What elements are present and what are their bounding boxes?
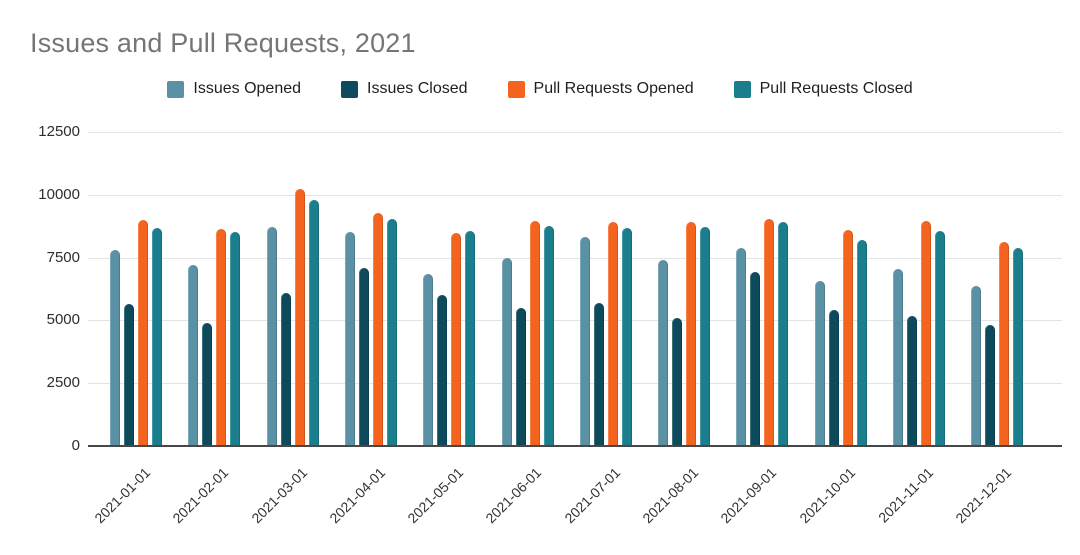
bar-issues-opened[interactable] <box>658 260 668 446</box>
bar-pull-requests-opened[interactable] <box>764 219 774 446</box>
legend-label: Pull Requests Closed <box>759 80 913 97</box>
gridline <box>88 258 1062 259</box>
bar-pull-requests-opened[interactable] <box>608 222 618 446</box>
bar-pull-requests-closed[interactable] <box>309 200 319 446</box>
bar-pull-requests-opened[interactable] <box>216 229 226 446</box>
bar-pull-requests-opened[interactable] <box>530 221 540 446</box>
bar-issues-opened[interactable] <box>580 237 590 446</box>
bar-pull-requests-opened[interactable] <box>295 189 305 446</box>
legend-swatch-icon <box>733 80 751 98</box>
x-axis-tick-label: 2021-06-01 <box>482 464 545 527</box>
bar-pull-requests-closed[interactable] <box>465 231 475 446</box>
chart-title: Issues and Pull Requests, 2021 <box>30 28 416 58</box>
legend-label: Issues Closed <box>367 80 468 97</box>
gridline <box>88 320 1062 321</box>
bar-pull-requests-closed[interactable] <box>778 222 788 446</box>
bar-issues-closed[interactable] <box>907 316 917 446</box>
x-axis-tick-label: 2021-05-01 <box>404 464 467 527</box>
bar-issues-closed[interactable] <box>202 323 212 446</box>
x-axis-tick-label: 2021-02-01 <box>169 464 232 527</box>
bar-pull-requests-opened[interactable] <box>373 213 383 446</box>
gridline <box>88 132 1062 133</box>
bar-issues-opened[interactable] <box>736 248 746 446</box>
bar-issues-closed[interactable] <box>672 318 682 446</box>
bar-issues-closed[interactable] <box>437 295 447 446</box>
y-axis-tick-label: 10000 <box>38 186 80 203</box>
bar-issues-closed[interactable] <box>516 308 526 446</box>
y-axis-tick-label: 12500 <box>38 123 80 140</box>
bar-pull-requests-closed[interactable] <box>622 228 632 446</box>
x-axis-tick-label: 2021-09-01 <box>717 464 780 527</box>
x-axis-tick-label: 2021-03-01 <box>248 464 311 527</box>
y-axis-tick-label: 2500 <box>46 374 80 391</box>
bar-issues-closed[interactable] <box>750 272 760 446</box>
bar-issues-opened[interactable] <box>110 250 120 446</box>
legend-swatch-icon <box>507 80 525 98</box>
bar-issues-opened[interactable] <box>267 227 277 446</box>
bar-issues-opened[interactable] <box>971 286 981 446</box>
x-axis-tick-label: 2021-10-01 <box>796 464 859 527</box>
bar-issues-closed[interactable] <box>281 293 291 446</box>
bar-pull-requests-opened[interactable] <box>451 233 461 446</box>
x-axis-line <box>88 445 1062 447</box>
legend-item-1[interactable]: Issues Closed <box>341 80 468 98</box>
bar-pull-requests-opened[interactable] <box>686 222 696 446</box>
x-axis-tick-label: 2021-12-01 <box>952 464 1015 527</box>
x-axis-tick-label: 2021-07-01 <box>561 464 624 527</box>
x-axis-tick-label: 2021-08-01 <box>639 464 702 527</box>
y-axis-tick-label: 5000 <box>46 311 80 328</box>
legend-item-3[interactable]: Pull Requests Closed <box>733 80 913 98</box>
bar-issues-closed[interactable] <box>829 310 839 446</box>
bar-pull-requests-opened[interactable] <box>921 221 931 446</box>
x-axis-tick-label: 2021-04-01 <box>326 464 389 527</box>
bar-issues-opened[interactable] <box>345 232 355 446</box>
bar-pull-requests-closed[interactable] <box>935 231 945 446</box>
x-axis-tick-label: 2021-11-01 <box>875 464 937 526</box>
legend-swatch-icon <box>167 80 185 98</box>
legend: Issues Opened Issues Closed Pull Requests … <box>0 80 1080 98</box>
bar-issues-closed[interactable] <box>359 268 369 446</box>
bar-issues-opened[interactable] <box>502 258 512 446</box>
legend-item-0[interactable]: Issues Opened <box>167 80 301 98</box>
bar-pull-requests-closed[interactable] <box>857 240 867 446</box>
gridline <box>88 195 1062 196</box>
bar-pull-requests-opened[interactable] <box>138 220 148 446</box>
bar-pull-requests-closed[interactable] <box>230 232 240 446</box>
bar-issues-opened[interactable] <box>423 274 433 446</box>
x-axis-tick-label: 2021-01-01 <box>91 464 154 527</box>
bar-issues-closed[interactable] <box>594 303 604 446</box>
bar-issues-closed[interactable] <box>124 304 134 446</box>
legend-swatch-icon <box>341 80 359 98</box>
bar-issues-opened[interactable] <box>188 265 198 446</box>
bar-pull-requests-closed[interactable] <box>700 227 710 446</box>
bar-issues-opened[interactable] <box>815 281 825 446</box>
bar-issues-opened[interactable] <box>893 269 903 446</box>
y-axis-tick-label: 7500 <box>46 249 80 266</box>
bar-issues-closed[interactable] <box>985 325 995 446</box>
bar-pull-requests-closed[interactable] <box>544 226 554 446</box>
gridline <box>88 383 1062 384</box>
legend-item-2[interactable]: Pull Requests Opened <box>507 80 694 98</box>
bar-pull-requests-closed[interactable] <box>387 219 397 446</box>
legend-label: Issues Opened <box>193 80 302 97</box>
bar-pull-requests-closed[interactable] <box>152 228 162 446</box>
bar-pull-requests-opened[interactable] <box>843 230 853 446</box>
y-axis-tick-label: 0 <box>71 437 80 454</box>
legend-label: Pull Requests Opened <box>533 80 694 97</box>
bar-pull-requests-opened[interactable] <box>999 242 1009 446</box>
bar-pull-requests-closed[interactable] <box>1013 248 1023 446</box>
